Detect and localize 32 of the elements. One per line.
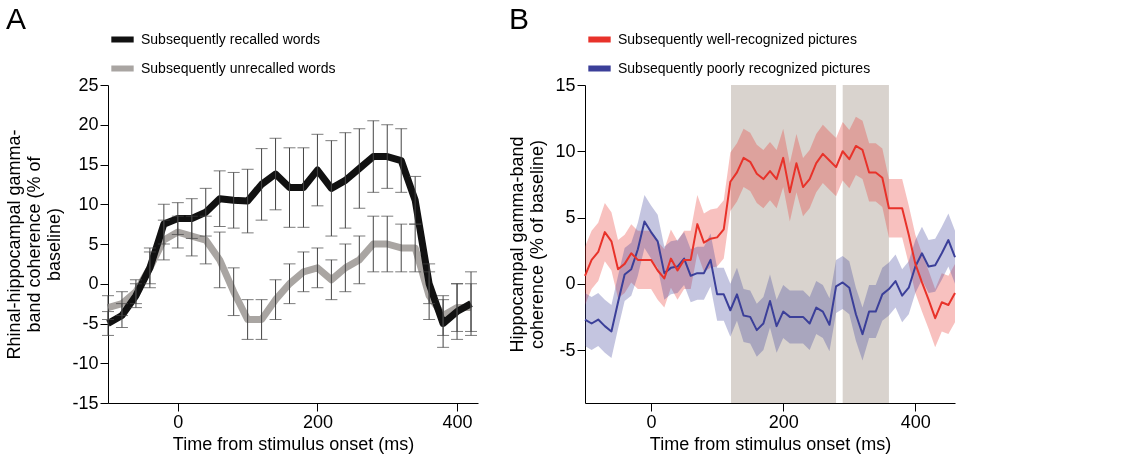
y-tick-label: 25 — [78, 74, 99, 95]
y-tick-label: -10 — [72, 352, 99, 373]
legend-label: Subsequently well-recognized pictures — [618, 30, 857, 47]
y-axis-title: Hippocampal gamma-band coherence (% of baseline) — [507, 136, 548, 353]
y-tick-label: 5 — [565, 207, 576, 227]
y-tick-label: 10 — [78, 193, 99, 214]
x-tick-label: 400 — [442, 411, 473, 432]
y-tick-label: 20 — [78, 114, 99, 135]
chart-title: B — [508, 2, 529, 35]
y-tick-label: 0 — [565, 273, 576, 294]
line-series — [584, 220, 956, 336]
y-tick-label: -15 — [72, 392, 99, 413]
x-tick-label: 400 — [900, 411, 931, 432]
x-axis-title: Time from stimulus onset (ms) — [649, 433, 892, 454]
chart-title: A — [5, 2, 26, 35]
y-axis-title: Rhinal-hippocampal gamma-band coherence (% of baseline) — [4, 129, 65, 360]
y-tick-label: 5 — [88, 233, 99, 254]
line-series — [584, 144, 956, 320]
x-axis-title: Time from stimulus onset (ms) — [172, 433, 415, 454]
x-tick-label: 0 — [173, 411, 184, 432]
legend-label: Subsequently unrecalled words — [141, 59, 336, 76]
y-tick-label: 15 — [78, 154, 99, 174]
legend-label: Subsequently poorly recognized pictures — [618, 59, 871, 76]
y-tick-label: -5 — [559, 339, 576, 360]
x-tick-label: 0 — [646, 411, 657, 432]
y-tick-label: -5 — [82, 313, 99, 333]
x-tick-label: 200 — [768, 411, 799, 432]
y-tick-label: 0 — [88, 273, 99, 294]
legend-label: Subsequently recalled words — [141, 30, 320, 47]
y-tick-label: 15 — [555, 74, 576, 95]
x-tick-label: 200 — [302, 411, 333, 432]
y-tick-label: 10 — [555, 140, 576, 161]
